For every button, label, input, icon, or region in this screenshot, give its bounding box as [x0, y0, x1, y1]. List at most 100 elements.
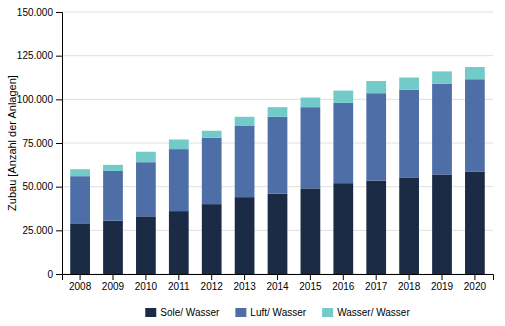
x-tick-mark [244, 274, 245, 280]
x-tick: 2020 [464, 274, 487, 292]
y-tick-label: 25.000 [22, 225, 53, 236]
y-tick-mark [56, 274, 62, 275]
y-tick-mark [56, 99, 62, 100]
bar [103, 165, 123, 171]
y-axis-line [56, 13, 63, 275]
x-tick-mark [343, 274, 344, 280]
x-tick-label: 2013 [233, 281, 256, 292]
x-tick-label: 2014 [266, 281, 289, 292]
bar-series [70, 67, 485, 176]
bar [235, 126, 255, 198]
bar [366, 181, 386, 274]
y-tick-mark [56, 143, 62, 144]
bar [301, 188, 321, 274]
bar [235, 117, 255, 126]
legend-item: Luft/ Wasser [235, 307, 306, 318]
x-tick: 2013 [233, 274, 256, 292]
bar [103, 221, 123, 274]
x-axis-line [63, 275, 494, 281]
y-tick: 50.000 [22, 181, 62, 192]
x-tick-mark [277, 274, 278, 280]
bar [399, 90, 419, 178]
bar [103, 171, 123, 221]
plot-area: 2008 2009 2010 2011 2012 2013 2014 2015 2016 2017… [17, 7, 494, 292]
y-tick: 150.000 [17, 7, 62, 18]
x-tick: 2011 [168, 274, 190, 292]
grid [62, 12, 493, 274]
bar [136, 152, 156, 162]
x-tick-label: 2010 [135, 281, 158, 292]
legend-label: Wasser/ Wasser [337, 307, 410, 318]
bar [235, 197, 255, 274]
x-tick-mark [211, 274, 212, 280]
bar [432, 84, 452, 175]
bar [301, 98, 321, 108]
bar [136, 216, 156, 274]
x-tick-mark [474, 274, 475, 280]
x-tick-label: 2015 [299, 281, 322, 292]
x-tick-mark [376, 274, 377, 280]
y-axis-label: Zubau [Anzahl der Anlagen] [6, 75, 18, 211]
bar [268, 117, 288, 194]
bars [70, 67, 485, 274]
legend-swatch [322, 308, 333, 317]
bar [465, 67, 485, 79]
bar [268, 107, 288, 117]
x-tick-label: 2019 [431, 281, 454, 292]
grid-line [62, 99, 493, 100]
bar [136, 162, 156, 216]
grid-line [62, 12, 493, 13]
x-tick-label: 2011 [168, 281, 190, 292]
bar [301, 107, 321, 188]
bar [70, 176, 90, 223]
x-tick-mark [442, 274, 443, 280]
bar [399, 178, 419, 274]
x-tick-mark [145, 274, 146, 280]
x-tick-mark [178, 274, 179, 280]
bar [333, 91, 353, 103]
bar [268, 194, 288, 274]
y-tick-mark [56, 187, 62, 188]
bar [169, 149, 189, 211]
x-tick-label: 2017 [365, 281, 388, 292]
x-tick: 2009 [102, 274, 125, 292]
x-tick: 2012 [201, 274, 224, 292]
bar [333, 103, 353, 183]
x-tick-mark [409, 274, 410, 280]
bar [366, 93, 386, 180]
bar-series [70, 79, 485, 223]
bar [202, 204, 222, 274]
bar [70, 169, 90, 176]
bar [399, 78, 419, 90]
x-tick-label: 2012 [201, 281, 224, 292]
chart-container: 2008 2009 2010 2011 2012 2013 2014 2015 2016 2017… [0, 0, 505, 326]
y-tick-label: 50.000 [22, 181, 53, 192]
bar [70, 223, 90, 274]
x-tick-label: 2020 [464, 281, 487, 292]
bar [432, 174, 452, 274]
y-tick-label: 0 [47, 269, 53, 280]
x-tick-mark [310, 274, 311, 280]
x-tick-label: 2018 [398, 281, 421, 292]
legend-label: Luft/ Wasser [250, 307, 306, 318]
x-tick: 2014 [266, 274, 289, 292]
y-tick: 75.000 [22, 138, 62, 149]
y-tick: 125.000 [17, 50, 62, 61]
x-tick-label: 2009 [102, 281, 125, 292]
y-tick-mark [56, 12, 62, 13]
y-tick-label: 100.000 [17, 94, 54, 105]
y-tick-label: 150.000 [17, 7, 54, 18]
bar [169, 140, 189, 150]
y-tick-mark [56, 56, 62, 57]
bar [366, 81, 386, 93]
bar [465, 79, 485, 172]
x-tick-label: 2008 [69, 281, 92, 292]
legend-label: Sole/ Wasser [160, 307, 220, 318]
legend: Sole/ Wasser Luft/ Wasser Wasser/ Wasser [145, 307, 410, 318]
legend-item: Wasser/ Wasser [322, 307, 410, 318]
x-tick: 2015 [299, 274, 322, 292]
bar [169, 211, 189, 274]
x-tick: 2016 [332, 274, 355, 292]
x-tick: 2017 [365, 274, 388, 292]
y-axis: 0 25.000 50.000 75.000 100.000 125.000 150.000 [17, 7, 63, 280]
